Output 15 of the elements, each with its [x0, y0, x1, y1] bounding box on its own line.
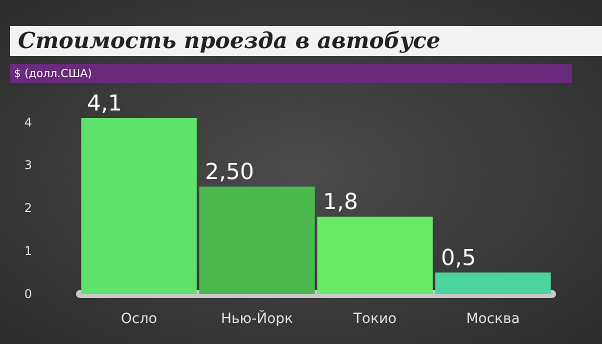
- y-tick-label: 3: [24, 158, 32, 172]
- chart-title: Стоимость проезда в автобусе: [18, 28, 440, 54]
- x-tick-label: Нью-Йорк: [221, 310, 293, 327]
- y-tick-label: 0: [24, 287, 32, 301]
- y-tick-label: 4: [24, 115, 32, 130]
- y-tick-label: 2: [24, 201, 32, 216]
- data-label: 4,1: [87, 92, 122, 116]
- data-label: 2,50: [205, 160, 254, 186]
- x-tick-label: Токио: [352, 311, 397, 327]
- data-label: 0,5: [441, 246, 476, 272]
- x-tick-label: Осло: [120, 311, 158, 327]
- y-axis-title: $ (долл.США): [14, 67, 92, 80]
- data-label: 1,8: [323, 190, 358, 216]
- y-tick-label: 1: [24, 244, 32, 258]
- x-tick-label: Москва: [466, 311, 520, 327]
